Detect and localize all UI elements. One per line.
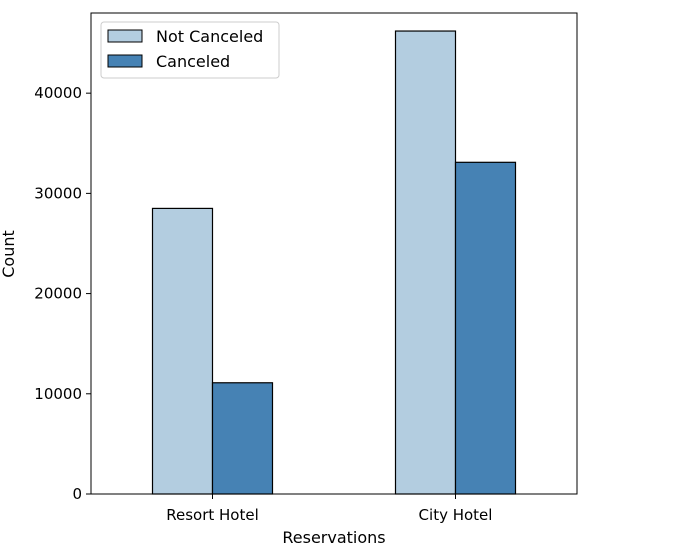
bar-canceled-city-hotel <box>454 161 517 495</box>
legend-swatch-not-canceled <box>107 29 143 43</box>
plot-frame <box>90 12 578 495</box>
y-tick-label: 20000 <box>34 285 82 303</box>
bar-not-canceled-resort-hotel <box>151 207 214 495</box>
y-tick-label: 40000 <box>34 84 82 102</box>
y-axis-label: Count <box>0 230 18 278</box>
legend-swatch-canceled <box>107 54 143 68</box>
bar-canceled-resort-hotel <box>211 382 274 495</box>
y-tick-label: 10000 <box>34 385 82 403</box>
y-axis: 0 10000 20000 30000 40000 <box>34 84 91 503</box>
legend-frame <box>100 21 280 79</box>
legend: Not Canceled Canceled <box>100 21 280 79</box>
legend-label-not-canceled: Not Canceled <box>156 27 263 46</box>
bar-not-canceled-city-hotel <box>394 30 457 495</box>
y-tick-label: 30000 <box>34 184 82 202</box>
x-axis: Resort Hotel City Hotel <box>166 494 492 524</box>
x-tick-label: City Hotel <box>419 506 493 524</box>
legend-label-canceled: Canceled <box>156 52 230 71</box>
x-tick-label: Resort Hotel <box>166 506 259 524</box>
x-axis-label: Reservations <box>282 528 385 547</box>
bars-group <box>151 30 517 495</box>
y-tick-label: 0 <box>72 485 82 503</box>
